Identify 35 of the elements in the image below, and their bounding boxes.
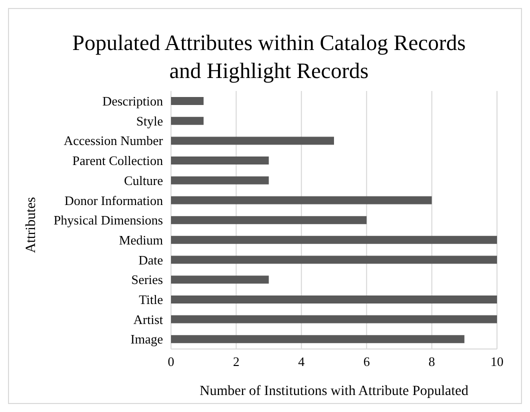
bar (171, 236, 497, 244)
bar (171, 335, 464, 344)
y-tick-label: Donor Information (64, 192, 164, 208)
x-tick-label: 10 (490, 354, 504, 370)
y-tick-label: Medium (118, 232, 163, 248)
bar (171, 196, 432, 204)
y-tick-label: Title (138, 292, 164, 307)
y-tick-label: Description (102, 94, 164, 109)
bar (171, 256, 497, 264)
x-tick-label: 8 (428, 354, 436, 370)
x-tick-label: 4 (298, 354, 306, 370)
bar (171, 315, 497, 324)
bar (171, 216, 367, 224)
bar (171, 116, 204, 125)
y-tick-label: Parent Collection (72, 153, 164, 168)
y-tick-label: Date (138, 252, 164, 268)
x-tick-label: 6 (363, 354, 370, 370)
y-tick-label: Style (136, 113, 164, 128)
bar (171, 136, 334, 145)
chart-title: Populated Attributes within Catalog Records and Highlight Records (71, 29, 467, 85)
bar (171, 156, 269, 165)
y-tick-label: Accession Number (64, 133, 164, 148)
bar (171, 97, 204, 105)
bar (171, 276, 269, 284)
y-tick-label: Physical Dimensions (54, 212, 163, 228)
bar (171, 295, 497, 304)
x-tick-label: 2 (232, 354, 240, 370)
x-tick-label: 0 (168, 354, 174, 370)
y-axis-title: Attributes (24, 197, 40, 253)
y-tick-label: Image (130, 332, 164, 347)
y-tick-label: Artist (133, 312, 164, 327)
x-axis-title: Number of Institutions with Attribute Populated (200, 384, 468, 399)
bar (171, 176, 269, 184)
y-tick-label: Culture (124, 172, 164, 188)
y-tick-label: Series (131, 272, 163, 288)
